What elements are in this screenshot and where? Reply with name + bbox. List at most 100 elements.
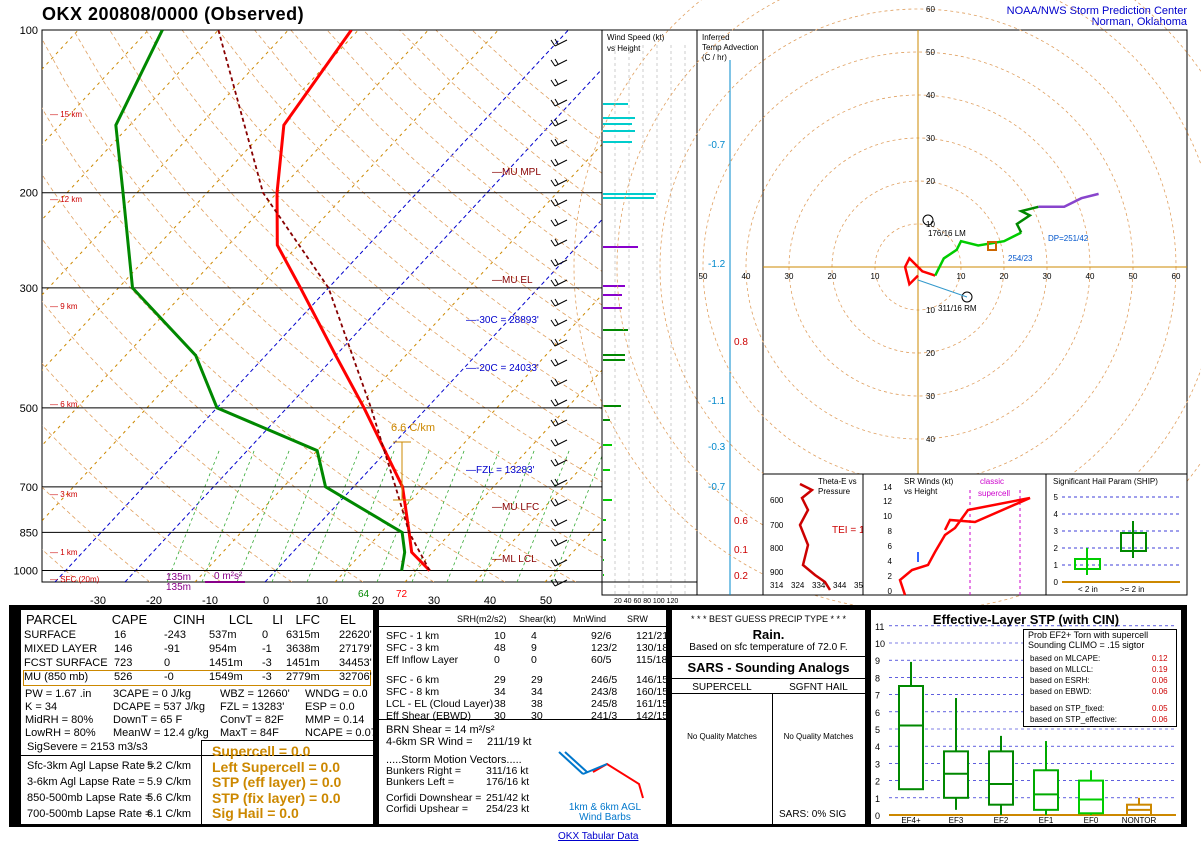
wind-barb [554, 559, 568, 567]
prob-cell: 0.06 [1152, 676, 1168, 685]
kin-cell: 160/15 [636, 686, 666, 698]
composite-index: Sig Hail = 0.0 [212, 805, 299, 821]
wind-speed-axis: 20 40 60 80 100 120 [614, 598, 678, 605]
hodo-y-tick: 40 [926, 91, 935, 100]
wind-speed-title: Wind Speed (kt) vs Height [607, 33, 665, 53]
height-label: — 3 km [50, 490, 78, 499]
pair-cell: 176/16 kt [486, 776, 530, 788]
wind-barb [554, 179, 568, 187]
wind-barb-flag [550, 559, 556, 567]
dry-adiabat [42, 38, 602, 558]
wind-barb-flag [550, 499, 556, 507]
temp-label: 30 [428, 595, 440, 605]
wind-barb [554, 79, 568, 87]
fzl-label: —FZL = 13283' [466, 465, 535, 476]
kin-cell: Eff Shear (EBWD) [386, 710, 471, 722]
wind-barb-flag [550, 539, 556, 547]
barb-1km [558, 751, 584, 775]
index-cell: MidRH = 80% [25, 714, 94, 726]
wind-barb-flag [550, 459, 556, 467]
theta-trace [798, 482, 832, 591]
pair-row: Bunkers Right = 311/16 kt [386, 765, 566, 777]
wind-barb [554, 379, 568, 387]
wind-barb-flag [550, 399, 556, 407]
hodo-rm-marker [961, 291, 973, 303]
hodo-y-tick: 60 [926, 5, 935, 14]
m2s2-label: 0 m²s² [214, 571, 243, 582]
kin-header-srw: SRW [627, 614, 648, 624]
parcel-cell: 0 [262, 629, 269, 641]
ship-y-label: 0 [1054, 578, 1059, 587]
parcel-cell: 1451m [286, 657, 320, 669]
prob-cell: based on STP_fixed: [1030, 704, 1105, 713]
wind-barb [554, 39, 568, 47]
dry-adiabat [254, 30, 602, 340]
wind-barb [554, 319, 568, 327]
wind-barb-flag [554, 438, 559, 445]
kin-cell: 161/15 [636, 698, 666, 710]
wind-barb-flag [554, 378, 559, 385]
wind-barb-flag [550, 439, 556, 447]
index-row: K = 34 DCAPE = 537 J/kg FZL = 13283' ESP = … [25, 701, 371, 714]
wind-barb-flag [550, 159, 556, 167]
tabular-data-link[interactable]: OKX Tabular Data [558, 831, 639, 842]
divider [379, 626, 666, 627]
dry-adiabat [290, 30, 602, 306]
kin-row: SFC - 6 km 29 29 246/5 146/15 [386, 674, 666, 686]
kin-cell: 0 [531, 654, 537, 666]
dry-adiabat [218, 30, 602, 375]
height-label: — 6 km [50, 400, 78, 409]
dry-adiabat [42, 107, 576, 582]
wind-barb-flag [550, 319, 556, 327]
hodo-x-tick: 10 [871, 272, 880, 281]
mu-el-label: —MU EL [492, 275, 533, 286]
hodo-x-tick: 10 [957, 272, 966, 281]
prob-row: based on EBWD: 0.06 [1030, 687, 1174, 698]
pair-cell: Bunkers Left = [386, 776, 454, 788]
sr46-label: 4-6km SR Wind = [386, 736, 473, 748]
parcel-cell: 6315m [286, 629, 320, 641]
ship-x-label-1: < 2 in [1078, 585, 1098, 594]
parcel-cell: -91 [164, 643, 180, 655]
hodo-y-tick: 20 [926, 177, 935, 186]
lapse-cell: 3-6km Agl Lapse Rate = [27, 776, 145, 788]
page-title: OKX 200808/0000 (Observed) [42, 4, 305, 24]
composite-index: STP (eff layer) = 0.0 [212, 774, 342, 790]
stp-category-label: EF2 [994, 816, 1009, 824]
pair-cell: 311/16 kt [486, 765, 529, 777]
wind-barb-flag [550, 519, 556, 527]
h135-label-b: 135m [166, 582, 191, 593]
prob-row: based on STP_effective: 0.06 [1030, 715, 1174, 726]
wind-barb-flag [550, 139, 556, 147]
temp-adv-title: Inferred Temp Advection (C / hr) [702, 33, 758, 62]
parcel-cell: 34453' [339, 657, 372, 669]
parcel-cell: -3 [262, 671, 272, 683]
index-cell: LowRH = 80% [25, 727, 96, 739]
kin-cell: 92/6 [591, 630, 612, 642]
kin-cell: 4 [531, 630, 537, 642]
sr-y-label: 4 [888, 557, 893, 566]
kin-row: SFC - 1 km 10 4 92/6 121/21 [386, 630, 666, 642]
dry-adiabat [42, 300, 364, 582]
stp-panel: Effective-Layer STP (with CIN) 11 10 9 8 7 6 5… [871, 610, 1181, 824]
index-cell: 3CAPE = 0 J/kg [113, 688, 191, 700]
wind-barb-flag [550, 239, 556, 247]
wind-barb-flag [550, 419, 556, 427]
pair-cell: Bunkers Right = [386, 765, 461, 777]
height-label: — 12 km [50, 195, 82, 204]
lapse-row: 850-500mb Lapse Rate = 5.6 C/km [27, 792, 202, 808]
sr-y-label: 6 [888, 542, 893, 551]
pressure-label: 700 [20, 482, 38, 494]
wind-barb-flag [550, 99, 556, 107]
precip-title: * * * BEST GUESS PRECIP TYPE * * * [690, 614, 847, 624]
hodo-x-tick: 30 [785, 272, 794, 281]
ship-panel [1045, 473, 1188, 596]
stp-y-label: 10 [875, 639, 885, 649]
theta-x-label: 354 [854, 581, 868, 590]
stp-box [898, 685, 924, 791]
parcel-cell: FCST SURFACE [24, 657, 108, 669]
wind-barb-flag [554, 238, 559, 245]
hodo-ring [573, 0, 1201, 605]
temp-label: 40 [484, 595, 496, 605]
